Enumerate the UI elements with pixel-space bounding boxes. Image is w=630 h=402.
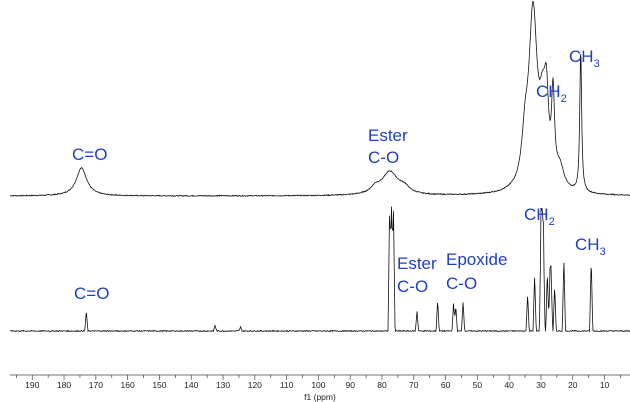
tick-label: 40 [504,380,514,390]
bottom-epoxide-label: Epoxide [446,250,507,269]
tick-label: 60 [441,380,451,390]
top-ester-label: Ester [368,126,408,145]
tick-label: 30 [536,380,546,390]
x-axis-title: f1 (ppm) [304,392,336,402]
top-ch2-main: CH [536,82,561,101]
top-ch3-main: CH [569,47,594,66]
bottom-ch2-label: CH2 [524,205,555,228]
bottom-ester-co-label: C-O [397,277,428,296]
bottom-ch2-subscript: 2 [549,216,555,228]
tick-label: 150 [152,380,166,390]
tick-label: 170 [89,380,103,390]
tick-label: 180 [57,380,71,390]
tick-label: 140 [184,380,198,390]
bottom-spectrum-line [9,206,630,333]
top-spectrum-line [10,0,630,197]
tick-label: 70 [409,380,419,390]
tick-label: 100 [311,380,325,390]
bottom-carbonyl-label: C=O [74,284,109,303]
bottom-ch2-main: CH [524,205,549,224]
top-carbonyl-label: C=O [72,145,107,164]
tick-label: 50 [473,380,483,390]
tick-label: 80 [377,380,387,390]
tick-label: 110 [280,380,294,390]
tick-label: 10 [600,380,610,390]
bottom-ch3-label: CH3 [575,235,606,258]
tick-label: 90 [345,380,355,390]
tick-label: 130 [216,380,230,390]
bottom-ch3-subscript: 3 [600,246,606,258]
top-ester-co-label: C-O [368,148,399,167]
top-ch2-subscript: 2 [561,93,567,105]
bottom-ch3-main: CH [575,235,600,254]
spectra-group [9,0,630,333]
top-ch2-label: CH2 [536,82,567,105]
x-axis-ticks: 190 180 170 160 150 140 130 120 110 100 90 80 70 60 50… [16,375,621,390]
tick-label: 160 [121,380,135,390]
top-ch3-label: CH3 [569,47,600,70]
tick-label: 20 [568,380,578,390]
tick-label: 190 [25,380,39,390]
top-ch3-subscript: 3 [594,58,600,70]
tick-label: 120 [248,380,262,390]
bottom-epoxide-co-label: C-O [446,274,477,293]
bottom-ester-label: Ester [397,254,437,273]
